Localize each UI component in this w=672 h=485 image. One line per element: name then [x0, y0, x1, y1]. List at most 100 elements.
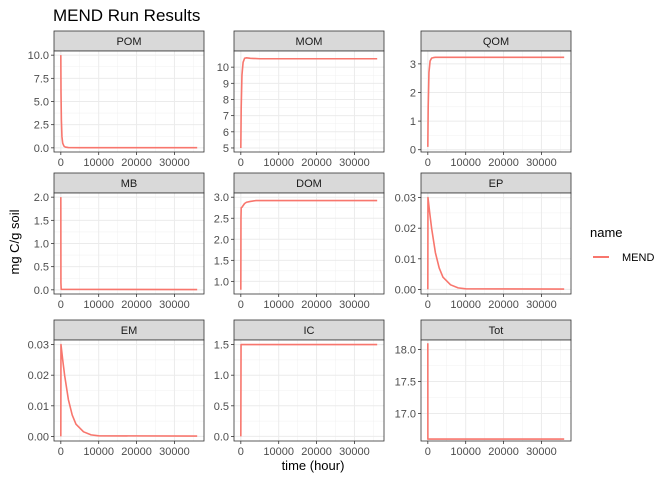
panel-tot: Tot 17.0 17.5 18.0 0 10000 20000 30000 [395, 319, 572, 458]
panel-background [421, 340, 571, 441]
y-tick-label: 0.0 [34, 143, 49, 155]
y-tick-label: 0.00 [395, 284, 416, 296]
y-tick-label: 8 [223, 94, 229, 106]
panel-border [420, 50, 572, 153]
panel-qom: QOM 0 1 2 3 0 10000 20000 30000 [410, 30, 572, 169]
y-tick-label: 1.0 [214, 276, 229, 288]
y-tick-label: 2.0 [214, 234, 229, 246]
x-tick-label: 10000 [450, 157, 481, 169]
x-tick-label: 0 [58, 157, 64, 169]
y-tick-label: 1.5 [34, 215, 49, 227]
panel-border [420, 339, 572, 442]
x-tick-label: 10000 [263, 157, 294, 169]
y-tick-label: 2.5 [34, 120, 49, 132]
x-tick-label: 10000 [83, 446, 114, 458]
x-tick-label: 20000 [121, 446, 152, 458]
y-tick-label: 0.02 [28, 370, 49, 382]
x-tick-label: 10000 [83, 157, 114, 169]
x-tick-label: 20000 [488, 157, 519, 169]
y-tick-label: 7 [223, 111, 229, 123]
x-tick-label: 30000 [159, 299, 190, 311]
series-line-mend [240, 343, 378, 437]
x-tick-label: 30000 [339, 299, 370, 311]
panel-strip-label: MB [121, 178, 138, 190]
panel-strip-label: EM [121, 325, 138, 337]
panel-mom: MOM 5 6 7 8 9 10 0 10000 20000 30000 [217, 30, 385, 169]
y-tick-label: 1.0 [214, 370, 229, 382]
panel-border [233, 192, 385, 295]
panel-border [53, 339, 205, 442]
legend-title: name [590, 225, 623, 240]
panel-dom: DOM 1.0 1.5 2.0 2.5 3.0 0 10000 20000 30000 [214, 172, 385, 311]
x-tick-label: 30000 [526, 446, 557, 458]
x-tick-label: 20000 [121, 299, 152, 311]
x-tick-label: 20000 [488, 299, 519, 311]
y-tick-label: 7.5 [34, 73, 49, 85]
series-line-mend [240, 199, 378, 290]
y-tick-label: 10.0 [28, 50, 49, 62]
y-tick-label: 0.00 [28, 431, 49, 443]
x-tick-label: 20000 [301, 446, 332, 458]
y-tick-label: 6 [223, 127, 229, 139]
y-tick-label: 0 [410, 145, 416, 157]
y-tick-label: 0.01 [395, 254, 416, 266]
x-tick-label: 0 [425, 446, 431, 458]
series-line-mend [60, 55, 198, 149]
panel-strip-label: POM [116, 36, 141, 48]
panel-ic: IC 0.0 0.5 1.0 1.5 0 10000 20000 30000 [214, 319, 385, 458]
x-tick-label: 20000 [488, 446, 519, 458]
panel-mb: MB 0.0 0.5 1.0 1.5 2.0 0 10000 20000 30000 [34, 172, 205, 311]
y-tick-label: 2.5 [214, 213, 229, 225]
x-tick-label: 30000 [339, 446, 370, 458]
x-axis-title: time (hour) [282, 458, 345, 473]
panel-background [421, 51, 571, 152]
x-tick-label: 30000 [526, 299, 557, 311]
y-tick-label: 3.0 [214, 192, 229, 204]
x-tick-label: 20000 [121, 157, 152, 169]
y-tick-label: 0.02 [395, 223, 416, 235]
y-tick-label: 3 [410, 59, 416, 71]
panel-pom: POM 0.0 2.5 5.0 7.5 10.0 0 10000 20000 30000 [28, 30, 205, 169]
y-tick-label: 1.5 [214, 255, 229, 267]
series-line-mend [60, 197, 198, 291]
x-tick-label: 0 [238, 299, 244, 311]
x-tick-label: 20000 [301, 157, 332, 169]
panel-strip-label: IC [304, 325, 315, 337]
y-tick-label: 1.5 [214, 340, 229, 352]
y-tick-label: 0.01 [28, 401, 49, 413]
y-tick-label: 2 [410, 87, 416, 99]
panel-border [420, 192, 572, 295]
series-line-mend [427, 196, 565, 290]
y-tick-label: 0.0 [214, 431, 229, 443]
y-tick-label: 0.03 [28, 340, 49, 352]
panel-border [233, 50, 385, 153]
x-tick-label: 30000 [159, 157, 190, 169]
panel-strip-label: Tot [489, 325, 504, 337]
series-line-mend [240, 56, 378, 148]
panel-background [234, 193, 384, 294]
x-tick-label: 0 [425, 157, 431, 169]
panel-ep: EP 0.00 0.01 0.02 0.03 0 10000 20000 30000 [395, 172, 572, 311]
chart-title: MEND Run Results [53, 6, 200, 25]
panel-strip-label: DOM [296, 178, 322, 190]
y-tick-label: 0.03 [395, 193, 416, 205]
legend-label-mend: MEND [622, 252, 654, 264]
x-tick-label: 10000 [83, 299, 114, 311]
x-tick-label: 30000 [526, 157, 557, 169]
y-tick-label: 0.0 [34, 285, 49, 297]
series-line-mend [60, 343, 198, 437]
x-tick-label: 30000 [159, 446, 190, 458]
x-tick-label: 10000 [450, 299, 481, 311]
panel-strip-label: QOM [483, 36, 509, 48]
x-tick-label: 10000 [263, 299, 294, 311]
y-tick-label: 9 [223, 78, 229, 90]
panel-background [234, 51, 384, 152]
y-tick-label: 0.5 [34, 262, 49, 274]
y-tick-label: 1 [410, 116, 416, 128]
y-tick-label: 0.5 [214, 401, 229, 413]
series-line-mend [427, 56, 565, 147]
y-tick-label: 17.5 [395, 377, 416, 389]
y-tick-label: 5.0 [34, 97, 49, 109]
